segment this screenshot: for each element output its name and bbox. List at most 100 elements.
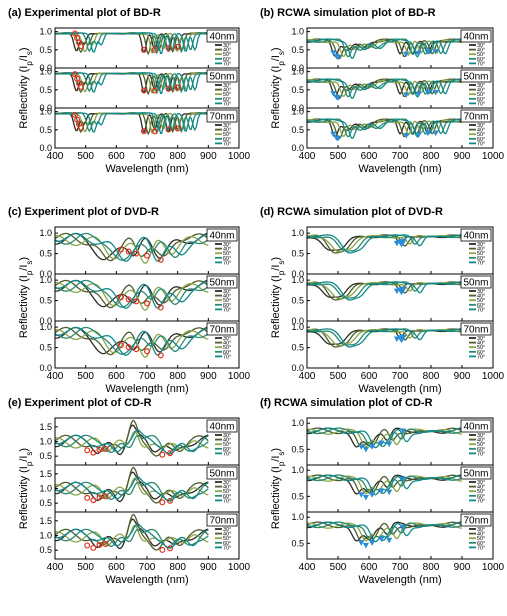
data-marker (165, 126, 172, 133)
series-line-4 (55, 72, 209, 94)
y-tick-label: 0.0 (39, 363, 52, 373)
data-marker (90, 497, 97, 504)
data-marker (174, 84, 181, 91)
chart-title: (c) Experiment plot of DVD-R (8, 206, 159, 218)
legend-label: 40° (477, 532, 485, 538)
y-axis-label-part: Reflectivity (I (18, 66, 30, 129)
legend-label: 70° (223, 141, 231, 147)
legend-label: 70° (223, 260, 231, 266)
data-marker (151, 128, 158, 135)
data-marker (157, 304, 164, 311)
y-axis-label: Reflectivity (Ip/Is) (270, 47, 286, 128)
data-marker (424, 89, 432, 96)
y-tick-label: 0.5 (39, 545, 52, 555)
x-tick-label: 1000 (482, 151, 505, 162)
series-line-1 (55, 513, 209, 551)
thickness-label-box (460, 466, 492, 480)
legend-label: 40° (223, 532, 231, 538)
data-marker (125, 296, 132, 303)
y-tick-label: 1.5 (39, 516, 52, 526)
data-marker (102, 541, 109, 548)
series-line-4 (307, 78, 463, 99)
data-marker (424, 130, 432, 137)
thickness-label: 70nm (463, 516, 488, 527)
legend-label: 70° (477, 61, 485, 67)
legend-label: 30° (477, 527, 485, 533)
legend-label: 30° (477, 43, 485, 49)
data-marker (90, 449, 97, 456)
series-line-1 (55, 466, 209, 504)
y-axis-label-part: s (25, 452, 34, 456)
y-tick-label: 0.5 (291, 491, 304, 501)
data-marker (84, 447, 91, 454)
x-tick-label: 800 (169, 562, 186, 573)
series-group (55, 232, 209, 264)
y-tick-label: 1.0 (39, 322, 52, 332)
y-tick-label: 0.0 (39, 269, 52, 279)
data-marker (400, 286, 407, 293)
y-tick-label: 0.0 (291, 63, 304, 73)
x-axis-label: Wavelength (nm) (358, 574, 441, 586)
y-tick-label: 0.5 (39, 125, 52, 135)
data-marker (78, 43, 85, 50)
x-tick-label: 600 (361, 371, 378, 382)
chart-title: (b) RCWA simulation plot of BD-R (260, 7, 436, 19)
y-axis-label-part: p (25, 461, 34, 466)
thickness-label: 40nm (463, 32, 488, 43)
legend-label: 40° (477, 294, 485, 300)
y-tick-label: 1.0 (39, 275, 52, 285)
series-line-2 (55, 524, 209, 547)
chart-1: (b) RCWA simulation plot of BD-R 0.0 0.5 1.… (260, 7, 505, 175)
legend-label: 40° (223, 88, 231, 94)
data-marker (358, 540, 365, 546)
data-marker (393, 240, 401, 247)
y-tick-label: 1.0 (39, 27, 52, 37)
data-marker (432, 89, 439, 96)
y-tick-label: 0.5 (39, 296, 52, 306)
y-axis-label-part: /I (270, 55, 282, 61)
y-axis-label-part: ) (18, 47, 30, 51)
legend-label: 60° (477, 447, 485, 453)
legend-label: 30° (477, 83, 485, 89)
y-axis-label-part: s (25, 261, 34, 265)
data-marker (393, 336, 401, 342)
data-marker (415, 50, 422, 57)
series-group (55, 71, 209, 96)
data-marker (165, 44, 172, 51)
series-group (55, 30, 209, 56)
legend-label: 70° (223, 101, 231, 107)
legend-label: 40° (477, 128, 485, 134)
series-line-4 (307, 118, 463, 139)
y-tick-label: 1.0 (291, 465, 304, 475)
data-marker (400, 238, 407, 245)
y-axis-label-part: /I (18, 265, 30, 271)
thickness-label-box (206, 228, 238, 242)
legend-label: 60° (477, 256, 485, 262)
x-axis-label: Wavelength (nm) (358, 163, 441, 175)
data-marker (334, 95, 342, 101)
series-line-4 (55, 523, 209, 549)
data-marker (400, 334, 407, 340)
legend-label: 40° (223, 341, 231, 347)
legend-label: 60° (223, 303, 231, 309)
x-tick-label: 500 (330, 371, 347, 382)
y-axis-label: Reflectivity (Ip/Is) (270, 257, 286, 338)
chart-title: (a) Experimental plot of BD-R (8, 7, 161, 19)
legend-label: 60° (477, 137, 485, 143)
x-axis-label: Wavelength (nm) (105, 574, 188, 586)
data-marker (334, 54, 342, 61)
legend-label: 40° (477, 247, 485, 253)
y-tick-label: 0.0 (291, 316, 304, 326)
legend-label: 70° (477, 498, 485, 504)
y-tick-label: 1.0 (291, 275, 304, 285)
chart-title: (d) RCWA simulation plot of DVD-R (260, 206, 443, 218)
data-marker (144, 252, 151, 259)
thickness-label-box (206, 322, 238, 336)
x-axis-label: Wavelength (nm) (105, 383, 188, 395)
y-tick-label: 1.0 (291, 418, 304, 428)
x-tick-label: 700 (139, 371, 156, 382)
legend-label: 50° (223, 92, 231, 98)
